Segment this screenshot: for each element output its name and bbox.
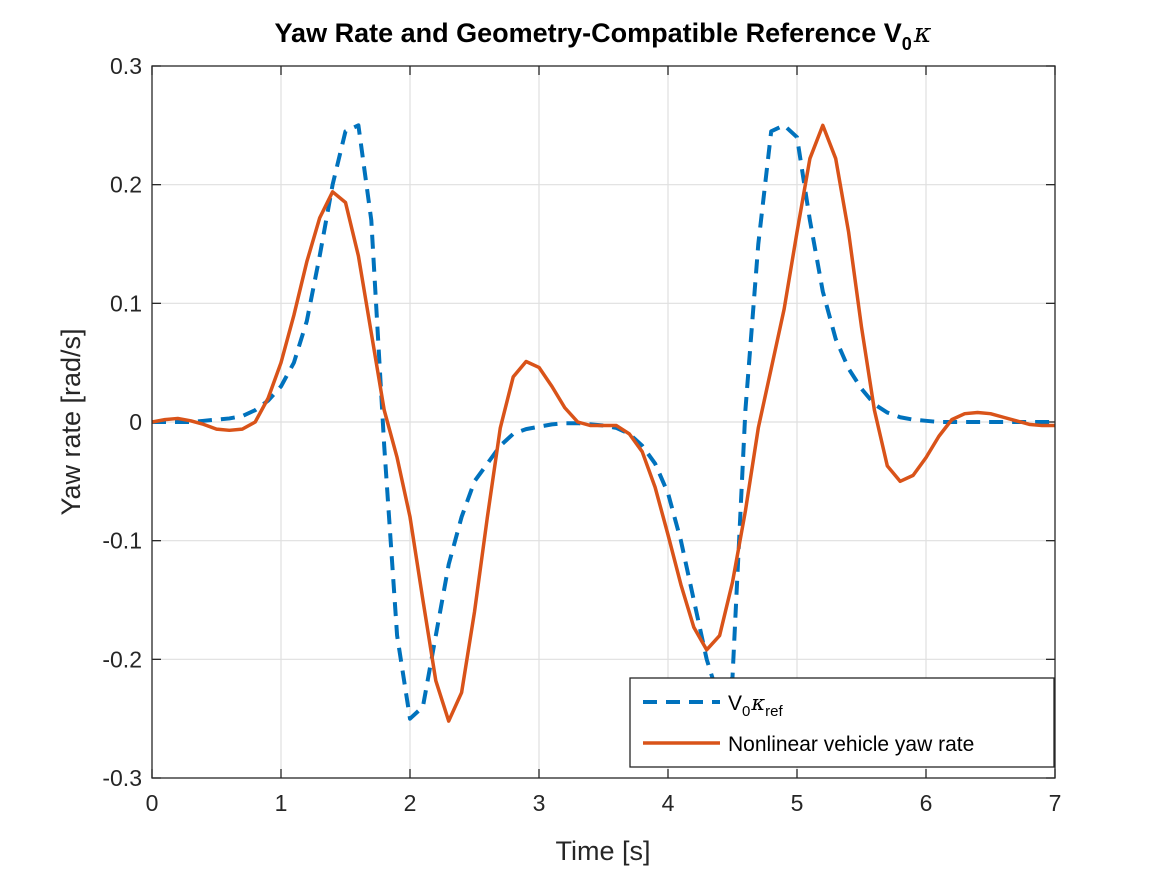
series-nonlinear-yaw-rate-line [152, 123, 1055, 723]
x-tick-label: 2 [404, 790, 417, 816]
chart-title: Yaw Rate and Geometry-Compatible Referen… [275, 18, 932, 54]
y-tick-labels: -0.3 -0.2 -0.1 0 0.1 0.2 0.3 [102, 53, 142, 791]
legend-label-v0-kappa-ref: V0κref [728, 691, 783, 720]
y-tick-label: 0.1 [110, 290, 142, 316]
y-tick-label: 0.2 [110, 172, 142, 198]
y-tick-label: -0.2 [102, 646, 142, 672]
y-axis-label: Yaw rate [rad/s] [56, 328, 86, 515]
x-tick-label: 0 [146, 790, 159, 816]
x-tick-label: 7 [1049, 790, 1062, 816]
x-tick-label: 1 [275, 790, 288, 816]
x-tick-label: 6 [920, 790, 933, 816]
series-v0-kappa-ref-line [152, 123, 1055, 721]
y-tick-label: -0.1 [102, 528, 142, 554]
x-tick-labels: 0 1 2 3 4 5 6 7 [146, 790, 1062, 816]
legend-box [629, 677, 1055, 768]
x-axis-label: Time [s] [555, 836, 650, 866]
title-kappa: κ [913, 18, 932, 49]
legend: V0κref Nonlinear vehicle yaw rate [629, 677, 1055, 768]
x-tick-label: 4 [662, 790, 675, 816]
x-tick-label: 5 [791, 790, 804, 816]
y-tick-label: 0.3 [110, 53, 142, 79]
y-tick-label: 0 [129, 409, 142, 435]
legend-label-nonlinear-yaw-rate: Nonlinear vehicle yaw rate [728, 733, 974, 756]
title-subscript: 0 [902, 34, 912, 54]
axes-frame [151, 65, 1056, 779]
x-tick-label: 3 [533, 790, 546, 816]
y-tick-label: -0.3 [102, 765, 142, 791]
